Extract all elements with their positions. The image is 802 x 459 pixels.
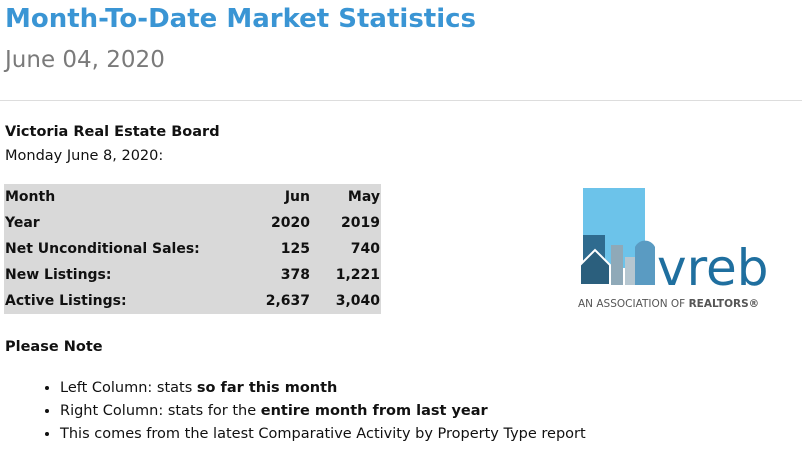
stats-table: Month Jun May Year 2020 2019 Net Unconditional… [4, 184, 381, 314]
table-row: Net Unconditional Sales: 125 740 [4, 236, 381, 262]
table-row: Month Jun May [4, 184, 381, 210]
table-cell: Active Listings: [5, 293, 127, 309]
logo-tagline-bold: REALTORS® [689, 298, 760, 310]
logo-tagline-text: AN ASSOCIATION OF [578, 298, 685, 310]
table-cell: 740 [350, 241, 380, 257]
table-cell: 378 [280, 267, 310, 283]
note-text: Right Column: stats for the [60, 403, 261, 419]
table-row: Active Listings: 2,637 3,040 [4, 288, 381, 314]
table-cell: Jun [284, 189, 310, 205]
note-text: Left Column: stats [60, 380, 197, 396]
note-item: Right Column: stats for the entire month… [60, 401, 586, 424]
page-date: June 04, 2020 [5, 47, 165, 73]
table-cell: Net Unconditional Sales: [5, 241, 200, 257]
note-item: Left Column: stats so far this month [60, 378, 586, 401]
note-bold: entire month from last year [260, 403, 488, 419]
logo-house [579, 248, 611, 286]
board-date: Monday June 8, 2020: [5, 148, 164, 164]
table-cell: 2019 [341, 215, 380, 231]
table-cell: May [347, 189, 380, 205]
note-text: This comes from the latest Comparative A… [60, 426, 586, 442]
table-cell: Month [5, 189, 56, 205]
table-cell: New Listings: [5, 267, 112, 283]
table-row: Year 2020 2019 [4, 210, 381, 236]
table-cell: 2020 [271, 215, 310, 231]
logo-tagline: AN ASSOCIATION OF REALTORS® [578, 298, 759, 310]
table-cell: 1,221 [335, 267, 380, 283]
logo: vreb AN ASSOCIATION OF REALTORS® [578, 188, 769, 310]
logo-wordmark: vreb [657, 239, 769, 297]
note-bold: so far this month [196, 380, 338, 396]
table-row: New Listings: 378 1,221 [4, 262, 381, 288]
table-cell: Year [5, 215, 40, 231]
table-cell: 125 [280, 241, 310, 257]
logo-dome [635, 240, 655, 285]
board-name: Victoria Real Estate Board [5, 124, 220, 140]
logo-building [611, 245, 623, 285]
divider [0, 100, 802, 101]
table-cell: 2,637 [265, 293, 310, 309]
page-title: Month-To-Date Market Statistics [5, 4, 477, 34]
table-cell: 3,040 [335, 293, 380, 309]
note-heading: Please Note [5, 339, 103, 355]
note-item: This comes from the latest Comparative A… [60, 424, 586, 447]
note-list: Left Column: stats so far this monthRigh… [20, 378, 586, 447]
logo-building [625, 257, 635, 285]
